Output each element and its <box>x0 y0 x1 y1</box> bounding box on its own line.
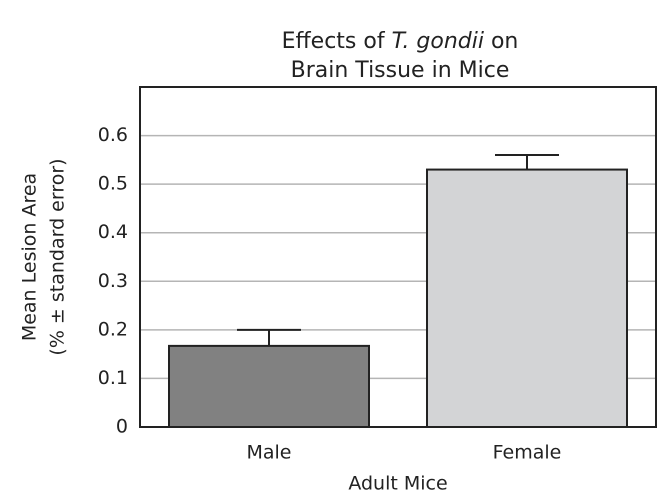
y-tick-label: 0.4 <box>98 221 128 243</box>
x-axis-label: Adult Mice <box>348 473 447 495</box>
y-tick-label: 0.3 <box>98 270 128 292</box>
title-part: on <box>491 29 518 54</box>
y-tick-label: 0.6 <box>98 124 128 146</box>
y-tick-label: 0 <box>116 416 128 438</box>
y-axis-label: (% ± standard error) <box>47 158 69 355</box>
y-tick-label: 0.1 <box>98 367 128 389</box>
y-tick-label: 0.2 <box>98 318 128 340</box>
bar <box>426 168 628 428</box>
chart-title: Brain Tissue in Mice <box>291 58 510 83</box>
title-part: Effects of <box>282 29 386 54</box>
chart-title: Effects of T. gondii on <box>282 29 519 54</box>
bar <box>168 344 370 428</box>
y-tick-label: 0.5 <box>98 173 128 195</box>
x-tick-label: Male <box>246 442 291 464</box>
x-tick-label: Female <box>493 442 562 464</box>
y-axis-label: Mean Lesion Area <box>19 173 41 341</box>
plot-frame <box>139 86 657 428</box>
title-part: T. gondii <box>392 29 484 54</box>
